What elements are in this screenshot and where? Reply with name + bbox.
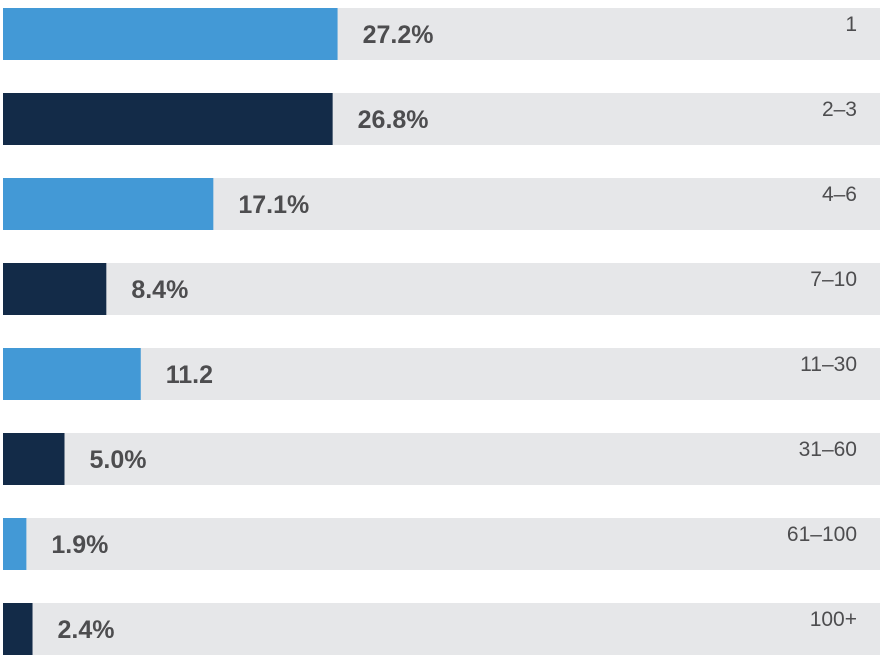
category-label: 2–3	[822, 98, 857, 121]
bar	[3, 518, 27, 570]
bar-row: 8.4% 7–10	[3, 263, 880, 315]
bar-row: 11.2 11–30	[3, 348, 880, 400]
bar-track	[3, 348, 880, 400]
category-label: 4–6	[822, 183, 857, 206]
data-label: 11.2	[166, 361, 213, 389]
category-label: 7–10	[810, 268, 857, 291]
category-label: 31–60	[799, 438, 857, 461]
bar-row: 26.8% 2–3	[3, 93, 880, 145]
category-label: 100+	[810, 608, 857, 631]
category-label: 61–100	[787, 523, 857, 546]
data-label: 1.9%	[51, 531, 108, 559]
bar-row: 2.4% 100+	[3, 603, 880, 655]
bar-track	[3, 518, 880, 570]
bar-row: 5.0% 31–60	[3, 433, 880, 485]
bar	[3, 263, 107, 315]
data-label: 17.1%	[238, 191, 309, 219]
data-label: 26.8%	[358, 106, 429, 134]
bar	[3, 93, 333, 145]
bar	[3, 178, 214, 230]
bar-track	[3, 263, 880, 315]
bar-row: 27.2% 1	[3, 8, 880, 60]
bar-row: 1.9% 61–100	[3, 518, 880, 570]
data-label: 27.2%	[363, 21, 434, 49]
data-label: 2.4%	[58, 616, 115, 644]
bar	[3, 603, 33, 655]
category-label: 11–30	[800, 353, 857, 376]
bar	[3, 348, 141, 400]
data-label: 5.0%	[90, 446, 147, 474]
category-label: 1	[845, 13, 857, 36]
bar-track	[3, 433, 880, 485]
bar-row: 17.1% 4–6	[3, 178, 880, 230]
bar-track	[3, 603, 880, 655]
bar	[3, 433, 65, 485]
bar	[3, 8, 338, 60]
data-label: 8.4%	[131, 276, 188, 304]
